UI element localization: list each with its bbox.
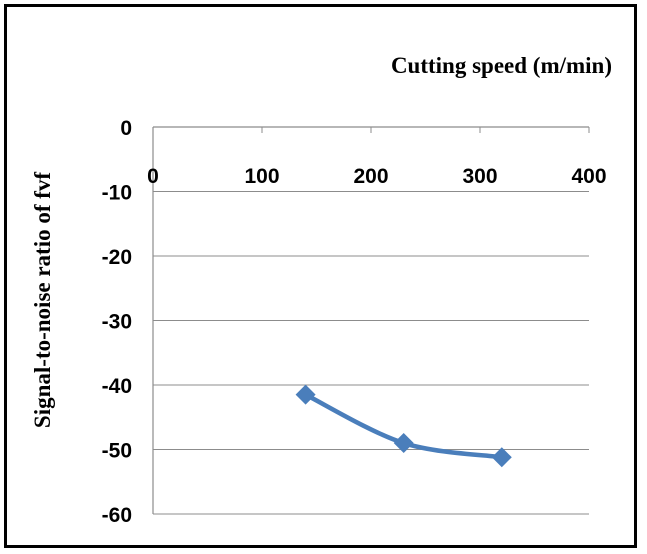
x-tick-label: 100	[244, 165, 279, 188]
x-tick-label: 300	[462, 165, 497, 188]
y-tick-labels: 0 -10 -20 -30 -40 -50 -60	[102, 117, 132, 527]
y-tick-label: 0	[120, 117, 132, 140]
y-tick-label: -10	[102, 182, 132, 205]
data-point-marker	[295, 384, 316, 405]
y-tick-label: -20	[102, 246, 132, 269]
data-point-marker	[491, 447, 512, 468]
x-tick-label: 400	[571, 165, 606, 188]
series	[295, 384, 512, 468]
y-tick-label: -60	[102, 504, 132, 527]
y-tick-label: -30	[102, 311, 132, 334]
axes	[152, 126, 590, 514]
gridlines	[153, 191, 589, 515]
y-tick-label: -50	[102, 440, 132, 463]
x-axis-title: Cutting speed (m/min)	[391, 53, 612, 78]
chart-frame	[4, 4, 637, 548]
y-tick-label: -40	[102, 375, 132, 398]
data-point-marker	[393, 433, 414, 454]
x-tick-labels: 0 100 200 300 400	[147, 165, 606, 188]
x-tick-label: 0	[147, 165, 159, 188]
x-tick-label: 200	[353, 165, 388, 188]
y-axis-title: Signal-to-noise ratio of fvf	[30, 172, 55, 429]
